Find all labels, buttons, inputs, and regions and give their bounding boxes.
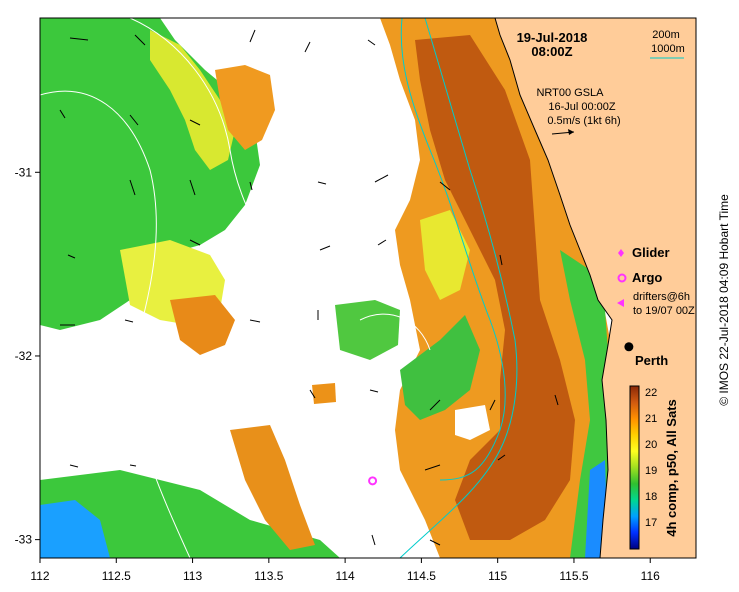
- sst-patch-west-orange: [215, 65, 275, 150]
- sst-shelf-yellow: [420, 210, 470, 300]
- current-scale: 0.5m/s (1kt 6h): [547, 115, 620, 127]
- map-time: 08:00Z: [531, 44, 572, 59]
- colorbar-tick-label: 20: [645, 439, 657, 451]
- current-product: NRT00 GSLA: [536, 87, 604, 99]
- sst-patch-southwest: [40, 470, 340, 558]
- drifter-legend-label: drifters@6h: [633, 291, 690, 303]
- colorbar-tick-label: 17: [645, 517, 657, 529]
- colorbar: [629, 385, 640, 550]
- x-tick-label: 115: [488, 569, 507, 583]
- colorbar-ticks: 22 21 20 19 18 17: [645, 387, 657, 529]
- current-scale-arrowhead: [568, 129, 574, 135]
- y-tick-label: -33: [15, 533, 33, 547]
- x-tick-label: 113.5: [254, 569, 283, 583]
- sst-patch-west-yellow: [150, 30, 235, 170]
- legend-1000m: 1000m: [651, 43, 685, 55]
- x-tick-label: 112.5: [102, 569, 131, 583]
- sst-cloud-gap: [455, 405, 490, 440]
- argo-legend-marker: [617, 273, 627, 283]
- x-tick-label: 113: [183, 569, 202, 583]
- sst-patch-west-orange2: [170, 295, 235, 355]
- colorbar-tick-label: 18: [645, 491, 657, 503]
- current-vectors: [59, 29, 559, 546]
- current-date: 16-Jul 00:00Z: [548, 101, 616, 113]
- isobath-1000m: [399, 18, 518, 558]
- x-tick-label: 116: [641, 569, 660, 583]
- plot-frame: [39, 17, 697, 559]
- colorbar-tick-label: 22: [645, 387, 657, 399]
- colorbar-tick-label: 21: [645, 413, 657, 425]
- argo-legend-label: Argo: [632, 270, 662, 285]
- sst-patch-south-orange: [230, 425, 315, 550]
- perth-dot: [624, 342, 634, 352]
- sst-shelf-green: [400, 315, 480, 420]
- argo-float-marker[interactable]: [368, 476, 378, 486]
- gsla-contour-2: [129, 18, 271, 261]
- map-date: 19-Jul-2018: [517, 30, 588, 45]
- gsla-contour-1: [40, 90, 191, 558]
- x-axis: 112 112.5 113 113.5 114 114.5 115 115.5 116: [30, 558, 660, 583]
- sst-shelf-warm-core: [415, 35, 575, 540]
- x-tick-label: 114: [336, 569, 355, 583]
- drifter-legend-marker: [617, 299, 624, 307]
- glider-legend-marker: [618, 249, 624, 257]
- legend-200m: 200m: [652, 29, 680, 41]
- drifter-legend-note: to 19/07 00Z: [633, 305, 695, 317]
- land-western-australia: [494, 18, 696, 558]
- credit-line: © IMOS 22-Jul-2018 04:09 Hobart Time: [717, 194, 731, 406]
- colorbar-tick-label: 19: [645, 465, 657, 477]
- perth-label: Perth: [635, 353, 668, 368]
- sst-patch-southwest-blue: [40, 500, 110, 558]
- sst-patch-central: [335, 300, 400, 360]
- glider-legend-label: Glider: [632, 245, 670, 260]
- colorbar-label: 4h comp, p50, All Sats: [664, 399, 679, 537]
- isobath-200m: [400, 18, 506, 481]
- y-tick-label: -32: [15, 349, 33, 363]
- x-tick-label: 114.5: [407, 569, 436, 583]
- sst-patch-small-orange: [312, 383, 336, 404]
- gsla-contour-3: [359, 313, 431, 351]
- y-axis: -31 -32 -33: [15, 165, 40, 547]
- x-tick-label: 112: [30, 569, 49, 583]
- y-tick-label: -31: [15, 165, 33, 179]
- x-tick-label: 115.5: [559, 569, 588, 583]
